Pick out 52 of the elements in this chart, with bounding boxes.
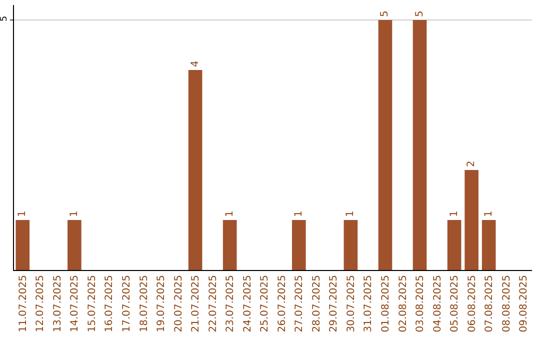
data-label: 1 [448, 210, 460, 217]
data-label: 5 [380, 10, 391, 17]
data-label: 1 [17, 210, 28, 217]
data-label: 5 [414, 10, 426, 17]
x-tick-label: 30.07.2025 [346, 275, 357, 332]
x-tick-label: 02.08.2025 [398, 275, 409, 332]
x-tick-label: 11.07.2025 [18, 275, 29, 332]
bar [292, 220, 306, 270]
x-tick-label: 20.07.2025 [173, 275, 184, 332]
x-tick-label: 01.08.2025 [380, 275, 392, 332]
x-tick-label: 13.07.2025 [52, 275, 64, 332]
x-tick-label: 31.07.2025 [363, 275, 374, 332]
x-tick-label: 28.07.2025 [311, 275, 322, 332]
x-tick-label: 04.08.2025 [432, 275, 444, 332]
bar [344, 220, 358, 270]
bar [188, 70, 202, 270]
x-tick-label: 29.07.2025 [328, 275, 340, 332]
data-label: 1 [345, 210, 356, 217]
x-tick-label: 19.07.2025 [156, 275, 168, 332]
x-tick-label: 22.07.2025 [208, 275, 219, 332]
bar [482, 220, 496, 270]
data-label: 4 [190, 60, 201, 67]
bar [412, 20, 427, 270]
x-tick-label: 27.07.2025 [294, 275, 306, 332]
bar [16, 220, 30, 270]
bar [447, 220, 462, 270]
x-tick-label: 09.08.2025 [518, 275, 530, 332]
x-tick-label: 03.08.2025 [415, 275, 426, 332]
x-tick-label: 18.07.2025 [138, 275, 150, 332]
data-label: 1 [68, 210, 80, 217]
x-tick-label: 12.07.2025 [35, 275, 46, 332]
bar [378, 20, 392, 270]
data-label: 1 [293, 210, 304, 217]
data-label: 1 [483, 210, 494, 217]
x-tick-label: 14.07.2025 [70, 275, 81, 332]
x-tick-label: 15.07.2025 [86, 275, 98, 332]
x-tick-label: 21.07.2025 [190, 275, 202, 332]
x-tick-label: 08.08.2025 [501, 275, 512, 332]
x-tick-label: 24.07.2025 [242, 275, 254, 332]
bar [68, 220, 82, 270]
x-tick-label: 23.07.2025 [225, 275, 236, 332]
data-label: 2 [466, 160, 478, 167]
bar [222, 220, 237, 270]
x-tick-label: 17.07.2025 [121, 275, 132, 332]
x-tick-label: 25.07.2025 [260, 275, 271, 332]
x-tick-label: 06.08.2025 [466, 275, 478, 332]
x-tick-label: 26.07.2025 [276, 275, 288, 332]
data-label: 1 [224, 210, 236, 217]
x-tick-label: 07.08.2025 [484, 275, 496, 332]
x-tick-label: 16.07.2025 [104, 275, 116, 332]
x-tick-label: 05.08.2025 [450, 275, 461, 332]
bar [464, 170, 478, 270]
